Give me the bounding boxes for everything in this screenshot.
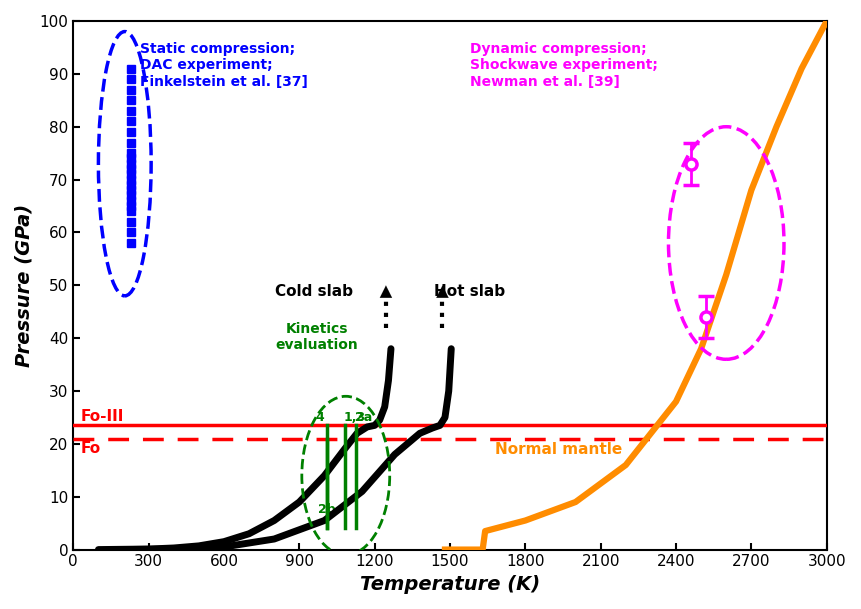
Text: Normal mantle: Normal mantle [495,442,623,457]
Text: 2b: 2b [318,502,336,516]
Text: Dynamic compression;
Shockwave experiment;
Newman et al. [39]: Dynamic compression; Shockwave experimen… [470,42,658,88]
Text: Hot slab: Hot slab [434,284,505,299]
Text: Cold slab: Cold slab [276,284,353,299]
Text: Fo-III: Fo-III [81,409,124,424]
Text: 4: 4 [316,411,325,424]
Text: 1,3: 1,3 [344,411,365,424]
Y-axis label: Pressure (GPa): Pressure (GPa) [15,204,34,367]
Text: Static compression;
DAC experiment;
Finkelstein et al. [37]: Static compression; DAC experiment; Fink… [139,42,307,88]
Text: Fo: Fo [81,442,101,456]
Text: Kinetics
evaluation: Kinetics evaluation [276,322,358,352]
Text: 2a: 2a [355,411,372,424]
X-axis label: Temperature (K): Temperature (K) [360,575,540,594]
